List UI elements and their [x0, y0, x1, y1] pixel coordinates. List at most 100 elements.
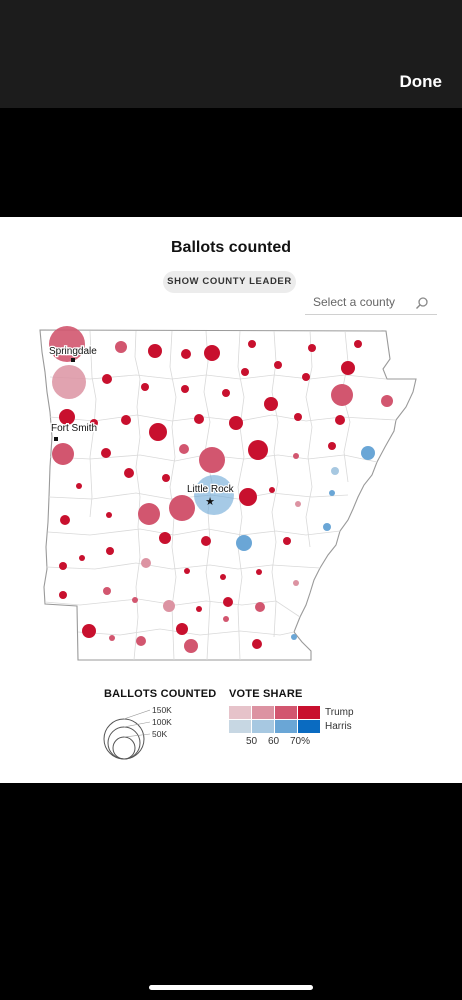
harris-swatch-60: [252, 720, 274, 733]
county-bubble[interactable]: [176, 623, 188, 635]
county-bubble[interactable]: [90, 419, 98, 427]
county-bubble[interactable]: [264, 397, 278, 411]
county-bubble[interactable]: [283, 537, 291, 545]
county-bubble[interactable]: [102, 374, 112, 384]
county-bubble[interactable]: [223, 616, 229, 622]
county-bubble[interactable]: [124, 468, 134, 478]
trump-swatch-70: [275, 706, 297, 719]
county-bubble[interactable]: [103, 587, 111, 595]
vote-tick-70: 70%: [290, 736, 311, 747]
county-bubble[interactable]: [138, 503, 160, 525]
viewer-top-bar: Done: [0, 0, 462, 108]
county-bubble[interactable]: [381, 395, 393, 407]
county-bubble[interactable]: [169, 495, 195, 521]
trump-swatch-max: [298, 706, 320, 719]
county-bubble[interactable]: [181, 385, 189, 393]
county-bubble[interactable]: [361, 446, 375, 460]
county-bubble[interactable]: [255, 602, 265, 612]
county-bubble[interactable]: [331, 467, 339, 475]
county-search-input[interactable]: [313, 295, 413, 309]
done-button[interactable]: Done: [399, 72, 443, 91]
county-bubble[interactable]: [354, 340, 362, 348]
home-indicator[interactable]: [149, 985, 313, 990]
county-bubble[interactable]: [179, 444, 189, 454]
county-bubble[interactable]: [269, 487, 275, 493]
county-bubble[interactable]: [121, 415, 131, 425]
city-label-little-rock: Little Rock: [187, 484, 235, 495]
county-bubble[interactable]: [248, 340, 256, 348]
county-bubble[interactable]: [79, 555, 85, 561]
county-bubble[interactable]: [101, 448, 111, 458]
county-bubble[interactable]: [293, 453, 299, 459]
county-bubble[interactable]: [106, 512, 112, 518]
county-bubble[interactable]: [141, 383, 149, 391]
size-circle-150k: [103, 718, 145, 760]
county-bubble[interactable]: [199, 447, 225, 473]
county-bubble[interactable]: [294, 413, 302, 421]
county-bubble[interactable]: [59, 562, 67, 570]
harris-label: Harris: [325, 721, 352, 732]
county-bubble[interactable]: [149, 423, 167, 441]
city-label-springdale: Springdale: [49, 346, 97, 357]
arkansas-map: ★ Springdale Fort Smith Little Rock: [39, 326, 417, 661]
harris-swatch-70: [275, 720, 297, 733]
county-bubble[interactable]: [236, 535, 252, 551]
show-county-leader-button[interactable]: SHOW COUNTY LEADER: [163, 271, 296, 293]
county-bubble[interactable]: [241, 368, 249, 376]
county-bubble[interactable]: [252, 639, 262, 649]
county-bubble[interactable]: [291, 634, 297, 640]
county-bubble[interactable]: [52, 443, 74, 465]
county-bubble[interactable]: [60, 515, 70, 525]
county-bubble[interactable]: [184, 639, 198, 653]
county-bubble[interactable]: [308, 344, 316, 352]
county-bubble[interactable]: [136, 636, 146, 646]
county-bubble[interactable]: [302, 373, 310, 381]
county-bubble[interactable]: [229, 416, 243, 430]
county-bubble[interactable]: [132, 597, 138, 603]
county-bubble[interactable]: [82, 624, 96, 638]
size-circle-100k: [107, 726, 141, 760]
county-bubble[interactable]: [274, 361, 282, 369]
county-bubble[interactable]: [184, 568, 190, 574]
county-bubble[interactable]: [204, 345, 220, 361]
county-bubble[interactable]: [181, 349, 191, 359]
county-bubble[interactable]: [248, 440, 268, 460]
graphic-panel: Ballots counted SHOW COUNTY LEADER: [0, 217, 462, 783]
size-label-50k: 50K: [152, 729, 168, 739]
county-bubble[interactable]: [295, 501, 301, 507]
county-bubble[interactable]: [148, 344, 162, 358]
county-bubble[interactable]: [162, 474, 170, 482]
county-bubble[interactable]: [335, 415, 345, 425]
county-bubble[interactable]: [52, 365, 86, 399]
county-bubble[interactable]: [293, 580, 299, 586]
county-bubble[interactable]: [59, 591, 67, 599]
county-bubble[interactable]: [163, 600, 175, 612]
county-bubble[interactable]: [106, 547, 114, 555]
county-bubble[interactable]: [109, 635, 115, 641]
county-bubble[interactable]: [159, 532, 171, 544]
county-bubble[interactable]: [331, 384, 353, 406]
county-bubble[interactable]: [49, 326, 85, 362]
county-bubble[interactable]: [201, 536, 211, 546]
county-bubble[interactable]: [196, 606, 202, 612]
county-search[interactable]: [305, 292, 437, 315]
size-label-150k: 150K: [152, 705, 172, 715]
search-icon[interactable]: [415, 296, 429, 310]
county-bubble[interactable]: [141, 558, 151, 568]
county-bubble[interactable]: [220, 574, 226, 580]
county-bubble[interactable]: [239, 488, 257, 506]
county-bubble[interactable]: [194, 475, 234, 515]
county-bubble[interactable]: [59, 409, 75, 425]
county-bubble[interactable]: [115, 341, 127, 353]
county-bubble[interactable]: [76, 483, 82, 489]
county-bubble[interactable]: [329, 490, 335, 496]
vote-tick-50: 50: [246, 736, 258, 747]
county-bubble[interactable]: [223, 597, 233, 607]
county-bubble[interactable]: [222, 389, 230, 397]
county-bubble[interactable]: [194, 414, 204, 424]
little-rock-marker: ★: [205, 495, 215, 508]
county-bubble[interactable]: [328, 442, 336, 450]
county-bubble[interactable]: [323, 523, 331, 531]
county-bubble[interactable]: [256, 569, 262, 575]
county-bubble[interactable]: [341, 361, 355, 375]
